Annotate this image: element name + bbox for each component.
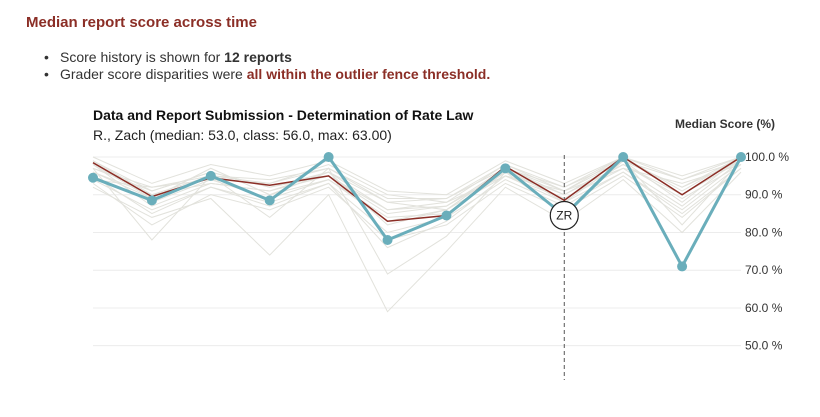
summary-list: Score history is shown for 12 reports Gr… — [44, 49, 490, 83]
grid-layer — [93, 156, 741, 347]
class-student-line — [92, 167, 742, 241]
chart-title: Data and Report Submission - Determinati… — [93, 107, 473, 123]
student-line — [92, 155, 743, 268]
summary-emphasis: 12 reports — [224, 49, 292, 65]
student-point — [441, 210, 452, 221]
median-line-layer — [92, 156, 742, 222]
y-tick-layer: 100.0 % 90.0 % 80.0 % 70.0 % 60.0 % 50.0 % — [745, 150, 789, 353]
student-point — [736, 152, 746, 162]
highlight-marker-label: ZR — [556, 208, 572, 222]
student-point — [264, 195, 275, 206]
student-line-layer: ZR — [88, 152, 746, 272]
class-student-line — [92, 156, 742, 196]
y-tick-label: 100.0 % — [745, 150, 789, 164]
y-tick-label: 50.0 % — [745, 339, 783, 353]
class-student-line — [92, 156, 742, 211]
class-student-line — [92, 163, 742, 215]
highlight-marker — [549, 200, 579, 231]
student-point — [146, 195, 157, 206]
student-point — [500, 163, 511, 174]
class-student-line — [92, 160, 742, 275]
student-point — [88, 172, 98, 183]
student-point — [323, 152, 334, 162]
class-student-line — [92, 167, 742, 249]
class-student-line — [92, 171, 742, 313]
median-line — [92, 156, 742, 222]
student-point — [205, 170, 216, 181]
student-point — [382, 235, 393, 246]
summary-item-report-count: Score history is shown for 12 reports — [44, 49, 490, 66]
y-tick-label: 60.0 % — [745, 301, 783, 315]
page-title: Median report score across time — [26, 14, 257, 31]
y-tick-label: 80.0 % — [745, 225, 783, 239]
y-tick-label: 70.0 % — [745, 263, 783, 277]
summary-item-disparities: Grader score disparities were all within… — [44, 66, 490, 83]
student-point — [618, 152, 629, 162]
y-axis-label: Median Score (%) — [675, 117, 775, 131]
summary-text: Grader score disparities were — [60, 66, 247, 82]
chart-subtitle: R., Zach (median: 53.0, class: 56.0, max… — [93, 127, 392, 143]
summary-emphasis: all within the outlier fence threshold. — [246, 66, 491, 82]
summary-text: Score history is shown for — [60, 49, 225, 65]
class-lines-layer — [92, 156, 742, 313]
student-point — [677, 261, 688, 272]
y-tick-label: 90.0 % — [745, 188, 783, 202]
